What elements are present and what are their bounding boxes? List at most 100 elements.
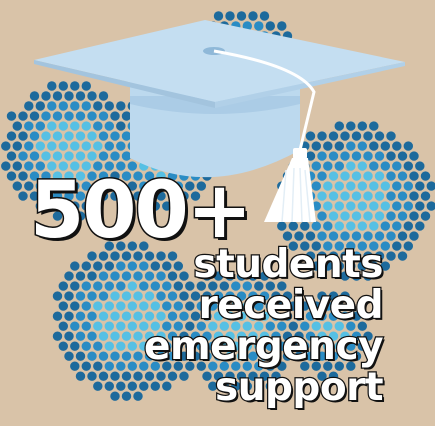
- dot: [93, 141, 103, 151]
- dot: [121, 331, 132, 341]
- dot: [420, 171, 431, 181]
- dot: [64, 311, 74, 321]
- dot: [236, 271, 247, 281]
- dot: [242, 321, 252, 331]
- dot: [392, 201, 402, 211]
- dot: [248, 271, 258, 281]
- dot: [282, 231, 293, 241]
- dot: [363, 211, 373, 221]
- dot: [225, 291, 235, 301]
- dot: [346, 301, 356, 311]
- dot: [351, 271, 362, 281]
- dot: [64, 151, 74, 161]
- dot: [351, 211, 362, 221]
- dot: [208, 321, 218, 331]
- dot: [173, 181, 183, 191]
- dot: [323, 341, 333, 351]
- dot: [328, 171, 339, 181]
- dot: [265, 381, 275, 391]
- dot: [93, 341, 103, 351]
- dot: [334, 301, 344, 311]
- dot: [162, 381, 172, 391]
- dot: [150, 341, 160, 351]
- dot: [121, 311, 132, 321]
- dot: [104, 321, 115, 331]
- dot: [357, 221, 367, 231]
- dot: [346, 321, 356, 331]
- dot: [409, 191, 419, 201]
- dot: [179, 291, 189, 301]
- dot: [58, 101, 68, 111]
- dot: [334, 121, 344, 131]
- dot: [236, 371, 247, 381]
- dot: [369, 261, 379, 271]
- dot: [156, 171, 166, 181]
- dot: [213, 291, 224, 301]
- dot: [403, 181, 413, 191]
- dot: [380, 201, 390, 211]
- dot: [311, 141, 321, 151]
- dot: [29, 131, 40, 141]
- dot: [144, 251, 155, 261]
- dot: [259, 371, 270, 381]
- dot: [150, 301, 160, 311]
- dot: [277, 21, 287, 31]
- dot: [127, 381, 137, 391]
- dot: [334, 201, 344, 211]
- dot: [374, 251, 385, 261]
- dot: [386, 171, 396, 181]
- dot: [24, 101, 34, 111]
- dot: [1, 141, 11, 151]
- dot: [213, 311, 224, 321]
- dot: [317, 231, 327, 241]
- dot: [305, 151, 316, 161]
- dot: [133, 291, 143, 301]
- dot: [93, 161, 103, 171]
- dot: [305, 331, 316, 341]
- dot: [150, 181, 160, 191]
- dot: [213, 11, 224, 21]
- dot: [397, 171, 408, 181]
- dot: [380, 181, 390, 191]
- dot: [403, 141, 413, 151]
- dot: [104, 301, 115, 311]
- dot: [156, 351, 166, 361]
- dot: [340, 151, 350, 161]
- dot: [392, 161, 402, 171]
- dot: [392, 241, 402, 251]
- dot: [294, 231, 304, 241]
- headline-caption: students received emergency support: [123, 243, 385, 410]
- dot: [47, 141, 57, 151]
- dot: [219, 341, 229, 351]
- dot: [340, 351, 350, 361]
- dot: [202, 291, 212, 301]
- dot: [127, 361, 137, 371]
- dot: [386, 131, 396, 141]
- dot: [167, 351, 178, 361]
- dot: [18, 111, 28, 121]
- dot: [162, 301, 172, 311]
- dot: [254, 281, 264, 291]
- dot: [87, 271, 97, 281]
- dot: [363, 271, 373, 281]
- dot: [242, 341, 252, 351]
- dot: [271, 311, 281, 321]
- dot: [288, 221, 298, 231]
- dot: [47, 81, 57, 91]
- dot: [58, 121, 68, 131]
- dot: [374, 211, 385, 221]
- dot: [24, 141, 34, 151]
- dot: [104, 181, 115, 191]
- dot: [323, 181, 333, 191]
- dot: [116, 241, 126, 251]
- dot: [139, 281, 149, 291]
- dot: [426, 201, 435, 211]
- dot: [369, 201, 379, 211]
- dot: [70, 161, 80, 171]
- dot: [64, 111, 74, 121]
- dot: [133, 311, 143, 321]
- dot: [317, 171, 327, 181]
- dot: [75, 331, 86, 341]
- dot: [81, 181, 92, 191]
- dot: [98, 191, 109, 201]
